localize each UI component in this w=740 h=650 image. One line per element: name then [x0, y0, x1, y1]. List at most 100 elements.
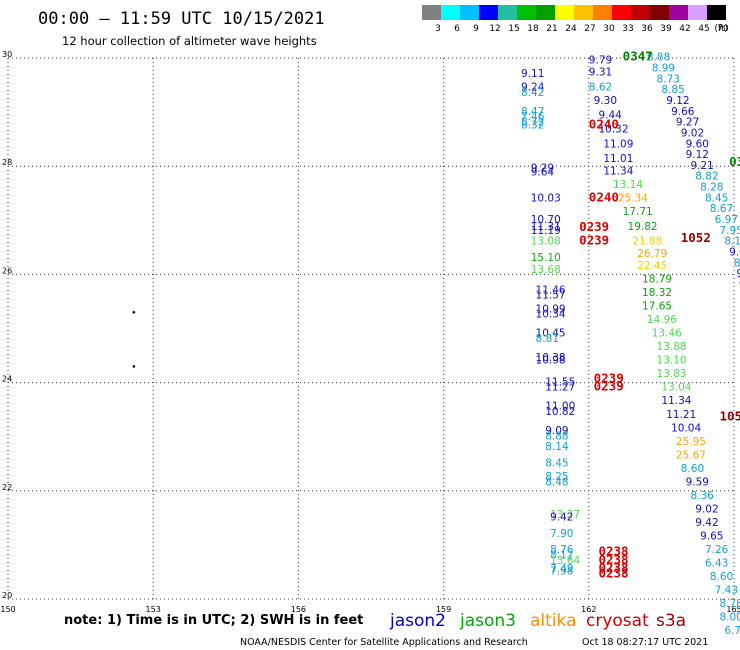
wave-height-label: 8.62 [589, 81, 612, 93]
wave-height-label: 8.67 [710, 203, 733, 215]
wave-height-label: 14.96 [647, 314, 677, 326]
wave-height-label: 10.82 [545, 406, 575, 418]
wave-height-label: 9.6 [736, 268, 740, 280]
wave-height-label: 21.88 [632, 236, 662, 248]
x-tick-label: 150 [0, 605, 15, 614]
y-tick-label: 26 [2, 266, 12, 275]
wave-height-label: 8.45 [545, 457, 568, 469]
pass-time-label: 0238 [598, 544, 628, 559]
wave-height-label: 9.59 [686, 476, 709, 488]
colorbar-tick-label: 70 [717, 24, 729, 34]
pass-time-label: 0240 [589, 189, 619, 204]
legend-jason2: jason2 [389, 611, 446, 631]
wave-height-label: 9.64 [531, 166, 555, 178]
legend-cryosat: cryosat [586, 611, 649, 631]
wave-height-label: 10.38 [536, 352, 566, 364]
wave-height-label: 13.04 [661, 382, 691, 394]
wave-height-label: 13.10 [657, 355, 687, 367]
wave-height-label: 11.19 [531, 225, 561, 237]
wave-height-label: 8.85 [661, 84, 684, 96]
colorbar-unit: (ft) [714, 24, 728, 34]
x-tick-label: 165 [726, 605, 740, 614]
wave-height-label: 9.44 [598, 110, 622, 122]
colorbar-swatch [631, 5, 650, 20]
y-tick-label: 22 [2, 483, 12, 492]
map-grid: 150 153 156 159 162 165 20 22 24 26 28 30 [0, 50, 740, 614]
colorbar-swatch [669, 5, 688, 20]
wave-height-label: 8.8 [734, 257, 740, 269]
wave-height-label: 10.99 [536, 303, 566, 315]
colorbar-swatch [479, 5, 498, 20]
wave-height-label: 11.55 [545, 376, 575, 388]
wave-height-label: 6.78 [724, 625, 740, 637]
wave-height-label: 9.42 [550, 512, 573, 524]
colorbar-swatch [650, 5, 669, 20]
wave-height-label: 9.42 [695, 517, 718, 529]
land-dot [132, 310, 136, 314]
wave-height-label: 13.88 [657, 341, 687, 353]
wave-height-label: 8.82 [695, 171, 718, 183]
colorbar-tick-label: 15 [508, 24, 519, 34]
wave-height-label: 9.02 [695, 503, 718, 515]
x-tick-label: 153 [146, 605, 161, 614]
wave-height-label: 8.99 [652, 63, 675, 75]
colorbar-tick-label: 42 [679, 24, 690, 34]
wave-height-label: 8.25 [545, 471, 568, 483]
wave-height-label: 8.60 [710, 571, 733, 583]
legend-altika: altika [530, 611, 577, 631]
colorbar-tick-label: 39 [660, 24, 672, 34]
y-tick-label: 20 [2, 591, 12, 600]
wave-height-label: 13.14 [613, 179, 643, 191]
wave-height-label: 9.65 [700, 530, 723, 542]
wave-height-label: 8.76 [550, 544, 574, 556]
wave-height-label: 22.45 [637, 260, 667, 272]
wave-height-label: 8.88 [545, 430, 568, 442]
wave-height-label: 11.31 [531, 221, 561, 233]
colorbar-swatch [441, 5, 460, 20]
wave-height-label: 11.21 [666, 409, 696, 421]
wave-height-label: 8.45 [705, 192, 728, 204]
wave-height-values: 9.119.248.42 8.477.468.728.32 9.299.64 10.0… [521, 52, 740, 637]
pass-time-label: 0347 [623, 49, 653, 64]
pass-time-label: 0238 [598, 552, 628, 567]
wave-height-label: 9.12 [686, 149, 709, 161]
colorbar-tick-label: 33 [622, 24, 633, 34]
legend-s3a: s3a [656, 611, 686, 631]
wave-height-label: 9.02 [681, 127, 704, 139]
pass-time-label: 0238 [598, 560, 628, 575]
wave-height-label: 10.98 [536, 355, 566, 367]
wave-height-label: 8.78 [719, 598, 740, 610]
wave-height-label: 9.79 [589, 54, 612, 66]
wave-height-label: 8.81 [536, 333, 559, 345]
wave-height-label: 13.68 [531, 264, 561, 276]
pass-time-label: 0239 [579, 233, 609, 248]
x-tick-label: 159 [436, 605, 451, 614]
pass-time-label: 1052 [681, 230, 711, 245]
wave-height-label: 11.34 [661, 395, 691, 407]
wave-height-label: 8.32 [521, 119, 544, 131]
wave-height-label: 10.70 [531, 214, 561, 226]
wave-height-label: 11.27 [545, 382, 575, 394]
wave-height-label: 8.14 [545, 441, 569, 453]
wave-height-label: 8.48 [545, 476, 568, 488]
colorbar-tick-label: 45 [698, 24, 709, 34]
colorbar-tick-label: 30 [603, 24, 615, 34]
wave-height-label: 9.09 [545, 425, 568, 437]
wave-height-label: 13.27 [550, 509, 580, 521]
wave-height-label: 8.13 [724, 236, 740, 248]
colorbar-tick-label: 18 [527, 24, 539, 34]
wave-height-label: 15.10 [531, 252, 561, 264]
wave-height-label: 8.12 [550, 549, 573, 561]
wave-height-label: 8.73 [657, 73, 680, 85]
wave-height-label: 7.98 [550, 566, 573, 578]
colorbar-tick-label: 27 [584, 24, 595, 34]
wave-height-label: 7.49 [550, 563, 573, 575]
wave-height-label: 18.79 [642, 274, 672, 286]
pass-time-label: 0240 [589, 116, 619, 131]
wave-height-label: 8.88 [647, 52, 670, 64]
wave-height-label: 10.45 [536, 328, 566, 340]
wave-height-label: 11.57 [536, 290, 566, 302]
x-tick-label: 156 [291, 605, 306, 614]
wave-height-label: 19.82 [628, 221, 658, 233]
